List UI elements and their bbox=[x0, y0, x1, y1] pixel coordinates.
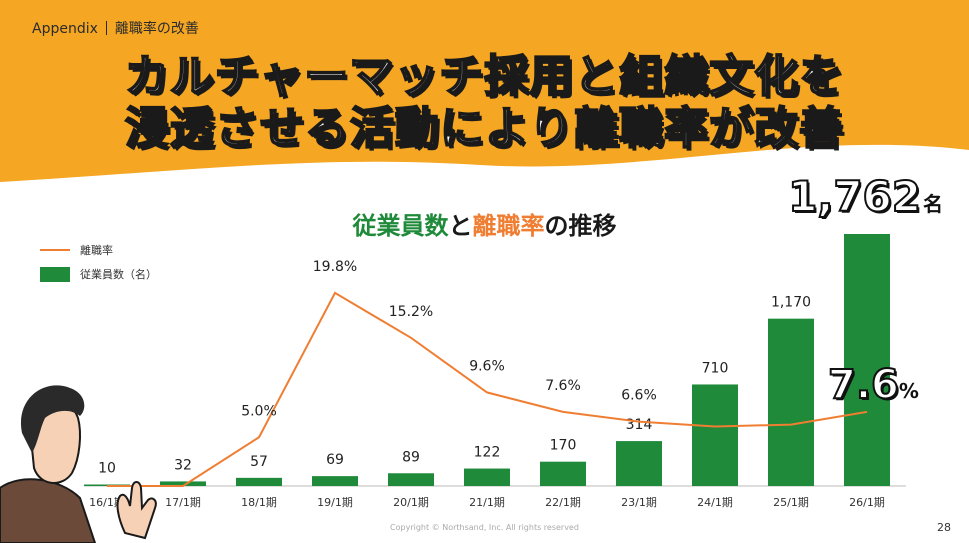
employees-highlight-unit: 名 bbox=[923, 192, 943, 216]
section-label: Appendix bbox=[32, 21, 98, 37]
header-background bbox=[0, 0, 969, 182]
bar-label-9: 1,170 bbox=[771, 295, 811, 311]
x-tick-label-4: 20/1期 bbox=[393, 496, 429, 509]
legend-item-employees: 従業員数（名） bbox=[40, 262, 157, 286]
rate-highlight: 7.6% bbox=[827, 361, 919, 409]
page-number: 28 bbox=[937, 521, 951, 534]
legend-label-rate: 離職率 bbox=[80, 244, 113, 257]
bar-label-3: 69 bbox=[326, 452, 344, 468]
chart-title-rate: 離職率 bbox=[472, 212, 545, 240]
rate-highlight-unit: % bbox=[898, 379, 919, 403]
x-tick-label-5: 21/1期 bbox=[469, 496, 505, 509]
chart-title: 従業員数と離職率の推移 bbox=[0, 206, 969, 241]
rate-label-3: 19.8% bbox=[313, 259, 357, 275]
bar-label-0: 10 bbox=[98, 461, 116, 477]
person-illustration bbox=[0, 385, 157, 543]
x-tick-label-1: 17/1期 bbox=[165, 496, 201, 509]
x-tick-label-2: 18/1期 bbox=[241, 496, 277, 509]
page-title-line-2: 浸透させる活動により離職率が改善 bbox=[124, 102, 845, 155]
rate-label-5: 9.6% bbox=[469, 358, 505, 374]
bar-3 bbox=[312, 476, 358, 486]
bar-9 bbox=[768, 318, 814, 486]
bar-label-6: 170 bbox=[550, 438, 577, 454]
bar-4 bbox=[388, 473, 434, 486]
page-title-line-1: カルチャーマッチ採用と組織文化を bbox=[124, 50, 845, 103]
x-tick-label-9: 25/1期 bbox=[773, 496, 809, 509]
employees-highlight-value: 1,762 bbox=[787, 171, 922, 222]
rate-label-6: 7.6% bbox=[545, 378, 581, 394]
rate-line bbox=[107, 291, 868, 487]
legend-bar-swatch bbox=[40, 266, 70, 282]
x-tick-label-3: 19/1期 bbox=[317, 496, 353, 509]
bar-label-4: 89 bbox=[402, 449, 420, 465]
x-tick-label-6: 22/1期 bbox=[545, 496, 581, 509]
chart-title-and: と bbox=[448, 212, 473, 240]
breadcrumb: Appendix 離職率の改善 bbox=[32, 18, 199, 38]
rate-label-2: 5.0% bbox=[241, 403, 277, 419]
bar-label-5: 122 bbox=[474, 445, 501, 461]
chart-title-suffix: の推移 bbox=[544, 212, 617, 240]
bar-10 bbox=[844, 234, 890, 486]
bar-8 bbox=[692, 384, 738, 486]
bar-7 bbox=[616, 441, 662, 486]
chart-title-employees: 従業員数 bbox=[352, 212, 449, 240]
rate-label-4: 15.2% bbox=[389, 304, 433, 320]
bar-label-2: 57 bbox=[250, 454, 268, 470]
breadcrumb-divider bbox=[105, 21, 107, 35]
rate-label-7: 6.6% bbox=[621, 388, 657, 404]
rate-highlight-value: 7.6 bbox=[827, 361, 900, 409]
bar-label-1: 32 bbox=[174, 457, 192, 473]
bar-6 bbox=[540, 461, 586, 486]
bar-label-8: 710 bbox=[702, 360, 729, 376]
bar-1 bbox=[160, 481, 206, 486]
x-tick-label-10: 26/1期 bbox=[849, 496, 885, 509]
topic-label: 離職率の改善 bbox=[114, 21, 199, 37]
legend-label-employees: 従業員数（名） bbox=[80, 268, 157, 281]
legend-line-swatch bbox=[40, 249, 70, 251]
bar-2 bbox=[236, 477, 282, 486]
legend-item-rate: 離職率 bbox=[40, 238, 157, 262]
copyright-text: Copyright © Northsand, Inc. All rights r… bbox=[390, 523, 579, 532]
x-tick-label-0: 16/1期 bbox=[89, 496, 125, 509]
employees-highlight: 1,762 名 bbox=[787, 171, 943, 222]
bar-5 bbox=[464, 468, 510, 486]
x-tick-label-8: 24/1期 bbox=[697, 496, 733, 509]
x-tick-label-7: 23/1期 bbox=[621, 496, 657, 509]
chart-legend: 離職率 従業員数（名） bbox=[40, 238, 157, 286]
